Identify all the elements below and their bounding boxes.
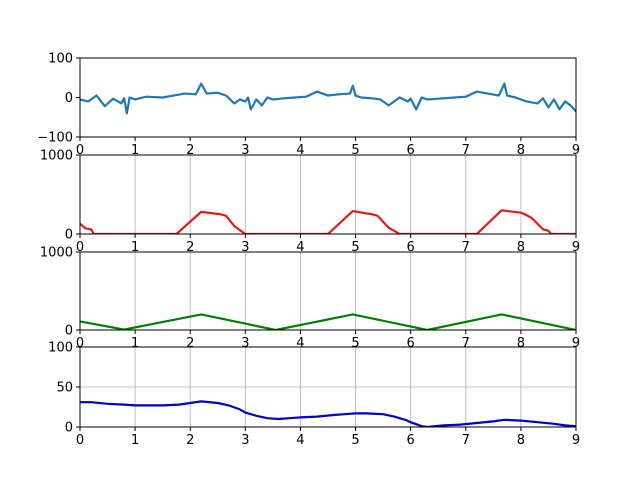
x-tick-label: 2: [186, 433, 194, 448]
x-tick-label: 5: [351, 336, 359, 351]
x-tick-label: 1: [131, 336, 139, 351]
panel-3: 0 1 2 3 4 5 6 7 8 9 1000 0: [40, 246, 580, 352]
x-tick-label: 6: [407, 143, 415, 158]
x-tick-label: 7: [462, 143, 470, 158]
x-tick-label: 5: [351, 433, 359, 448]
x-tick-label: 6: [407, 433, 415, 448]
x-tick-label: 8: [517, 240, 525, 255]
y-tick-label: 1000: [40, 149, 73, 164]
x-tick-label: 7: [462, 336, 470, 351]
panel-4: 0 1 2 3 4 5 6 7 8 9 100 50 0: [48, 341, 580, 449]
x-tick-label: 8: [517, 336, 525, 351]
x-tick-label: 8: [517, 143, 525, 158]
x-tick-label: 2: [186, 240, 194, 255]
x-tick-label: 4: [296, 240, 304, 255]
x-tick-label: 4: [296, 336, 304, 351]
x-tick-label: 3: [241, 240, 249, 255]
x-tick-label: 0: [76, 143, 84, 158]
x-tick-label: 0: [76, 240, 84, 255]
x-tick-label: 5: [351, 240, 359, 255]
x-tick-label: 9: [572, 336, 580, 351]
x-tick-label: 0: [76, 336, 84, 351]
panel-2: 0 1 2 3 4 5 6 7 8 9 1000 0: [40, 149, 580, 256]
x-tick-label: 4: [296, 433, 304, 448]
x-tick-label: 2: [186, 336, 194, 351]
x-tick-label: 3: [241, 433, 249, 448]
x-tick-label: 2: [186, 143, 194, 158]
y-tick-label: −100: [37, 131, 73, 146]
y-tick-label: 0: [65, 324, 73, 339]
y-tick-label: 0: [65, 228, 73, 243]
x-tick-label: 1: [131, 433, 139, 448]
x-tick-label: 5: [351, 143, 359, 158]
series-line-1: [80, 209, 576, 234]
x-tick-label: 1: [131, 143, 139, 158]
x-tick-label: 7: [462, 433, 470, 448]
y-tick-label: 0: [65, 421, 73, 436]
x-tick-label: 3: [241, 143, 249, 158]
y-tick-label: 50: [56, 381, 73, 396]
axes-frame: [79, 154, 577, 235]
axes-frame: [79, 251, 577, 331]
x-tick-label: 9: [572, 433, 580, 448]
x-tick-label: 1: [131, 240, 139, 255]
x-tick-label: 0: [76, 433, 84, 448]
x-tick-label: 7: [462, 240, 470, 255]
y-tick-label: 1000: [40, 246, 73, 261]
x-tick-label: 3: [241, 336, 249, 351]
x-tick-label: 6: [407, 336, 415, 351]
series-line-1: [80, 313, 576, 330]
y-tick-label: 100: [48, 341, 73, 356]
y-tick-label: 100: [48, 52, 73, 67]
series-line-1: [80, 400, 576, 427]
x-tick-label: 4: [296, 143, 304, 158]
y-tick-label: 0: [65, 91, 73, 106]
x-tick-label: 8: [517, 433, 525, 448]
x-tick-label: 6: [407, 240, 415, 255]
series-line-1: [80, 82, 576, 115]
x-tick-label: 9: [572, 143, 580, 158]
x-tick-label: 9: [572, 240, 580, 255]
